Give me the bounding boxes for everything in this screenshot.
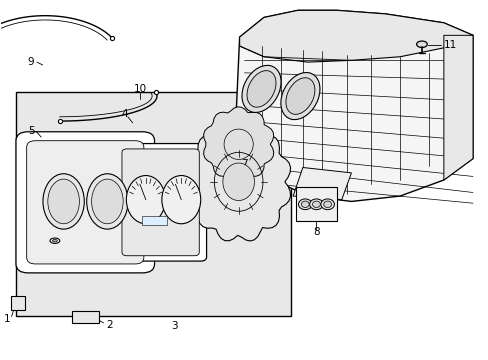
Bar: [72, 311, 99, 323]
Bar: [16, 93, 290, 316]
FancyBboxPatch shape: [122, 149, 199, 256]
Polygon shape: [443, 35, 472, 180]
Ellipse shape: [50, 238, 60, 243]
Ellipse shape: [280, 72, 319, 120]
Bar: [11, 296, 25, 310]
Polygon shape: [186, 123, 290, 241]
Ellipse shape: [416, 41, 427, 48]
Bar: [142, 216, 166, 225]
Text: 4: 4: [121, 109, 127, 119]
Ellipse shape: [52, 239, 57, 242]
Ellipse shape: [312, 201, 320, 207]
Ellipse shape: [298, 199, 311, 210]
Ellipse shape: [86, 174, 128, 229]
FancyBboxPatch shape: [16, 132, 154, 273]
Text: 7: 7: [240, 159, 247, 169]
Text: 1: 1: [3, 314, 10, 324]
Ellipse shape: [309, 199, 323, 210]
Text: 8: 8: [312, 227, 319, 237]
Polygon shape: [239, 10, 472, 62]
Polygon shape: [292, 167, 351, 200]
Text: 9: 9: [28, 57, 34, 67]
Text: 10: 10: [133, 84, 146, 94]
Ellipse shape: [246, 71, 275, 107]
Text: 3: 3: [170, 321, 177, 331]
FancyBboxPatch shape: [27, 141, 143, 264]
Ellipse shape: [323, 201, 331, 207]
Bar: [295, 187, 336, 221]
Ellipse shape: [301, 201, 308, 207]
Ellipse shape: [242, 66, 281, 112]
Ellipse shape: [320, 199, 334, 210]
Ellipse shape: [162, 176, 201, 224]
Ellipse shape: [126, 176, 165, 224]
Ellipse shape: [48, 179, 79, 224]
Ellipse shape: [223, 163, 254, 201]
Text: 6: 6: [39, 248, 45, 258]
Ellipse shape: [91, 179, 123, 224]
FancyBboxPatch shape: [115, 144, 206, 261]
Ellipse shape: [285, 78, 314, 114]
Text: 11: 11: [443, 40, 456, 50]
Ellipse shape: [43, 174, 84, 229]
Text: 5: 5: [28, 126, 34, 136]
Text: 2: 2: [106, 320, 112, 330]
Polygon shape: [203, 107, 273, 182]
Polygon shape: [234, 10, 472, 202]
